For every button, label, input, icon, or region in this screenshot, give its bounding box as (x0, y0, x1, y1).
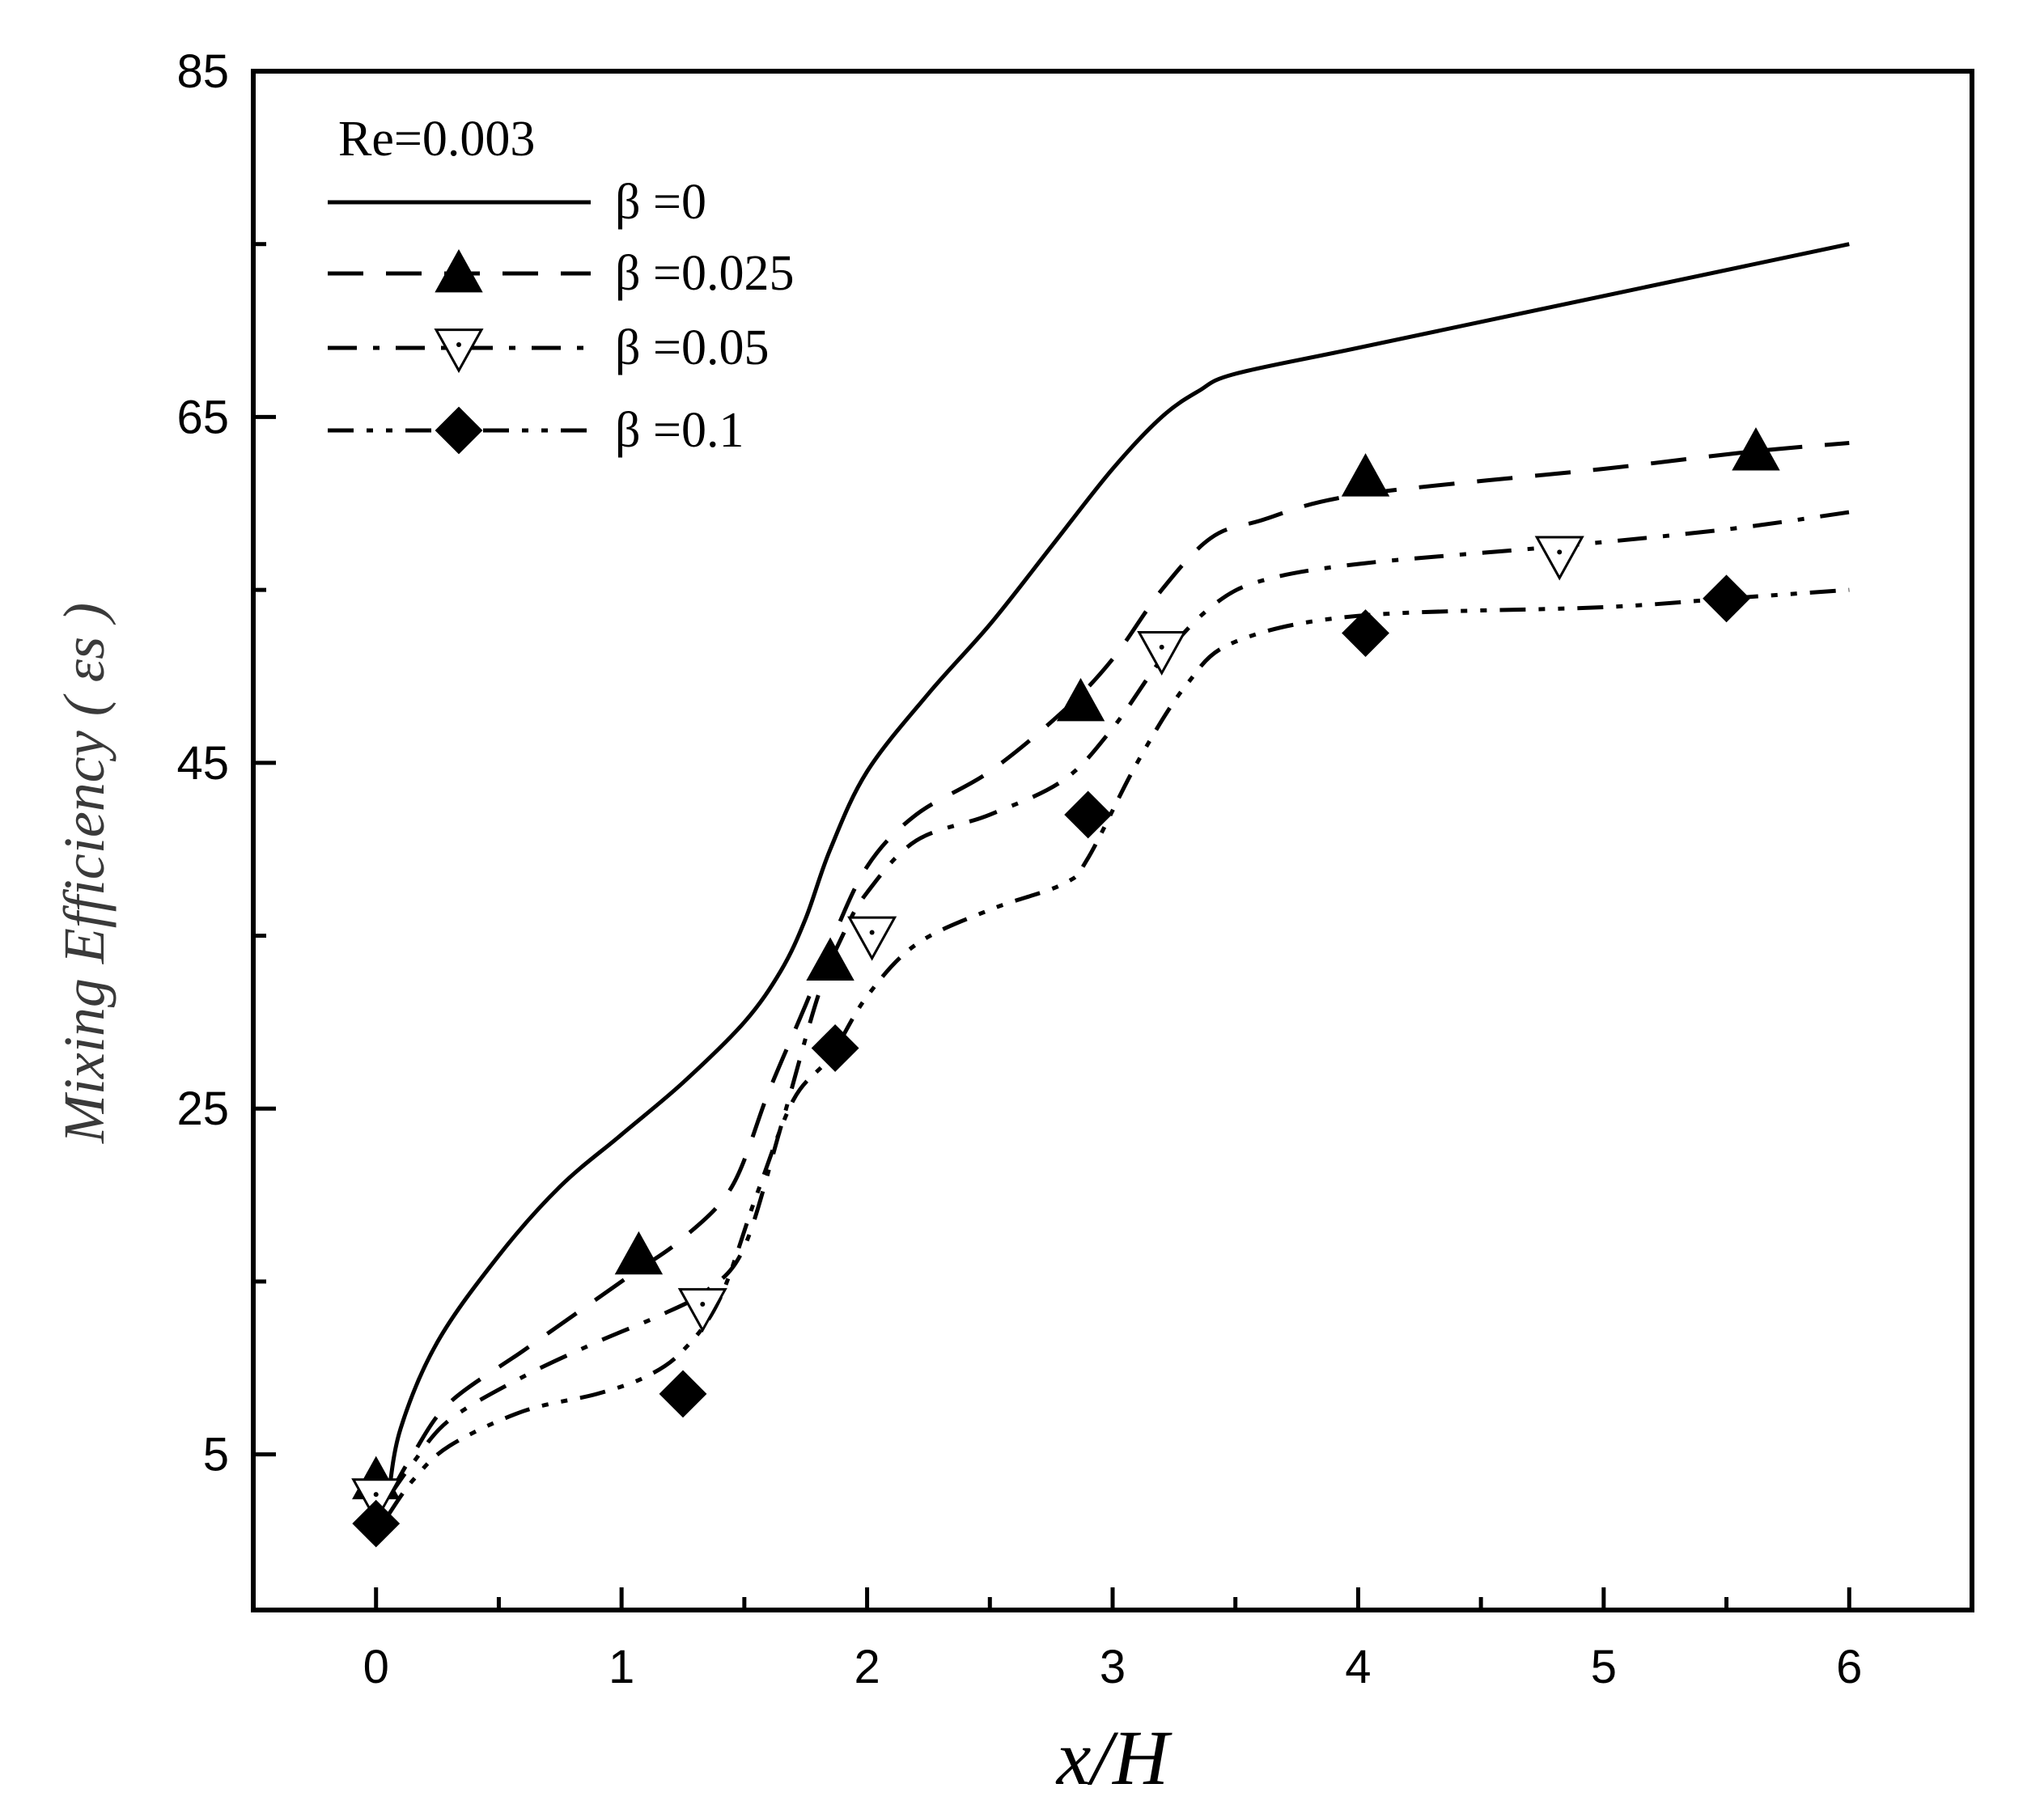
y-tick-label: 25 (176, 1083, 229, 1135)
legend-label-3: β =0.1 (615, 403, 744, 458)
series-2-marker-dot (1159, 644, 1164, 650)
series-2-marker (847, 916, 897, 961)
series-1-marker (1341, 453, 1390, 497)
legend-marker-2-dot (456, 342, 461, 347)
series-3-marker (1703, 574, 1750, 623)
y-tick-label: 65 (176, 391, 229, 443)
series-2-marker (677, 1288, 727, 1333)
x-tick-label: 0 (363, 1641, 389, 1693)
y-axis-title: Mixing Efficiency ( εs ) (52, 603, 117, 1144)
x-tick-label: 5 (1591, 1641, 1617, 1693)
x-tick-label: 2 (854, 1641, 880, 1693)
series-3-marker (352, 1499, 401, 1548)
legend-header: Re=0.003 (338, 112, 535, 167)
x-tick-label: 1 (609, 1641, 634, 1693)
series-1-marker (1056, 677, 1105, 722)
series-2-marker (1137, 631, 1187, 676)
series-2-marker-dot (1557, 549, 1563, 555)
series-2-marker-dot (700, 1302, 706, 1307)
series-line-3 (386, 587, 1850, 1516)
series-3-marker (659, 1370, 707, 1418)
series-2-marker-dot (373, 1492, 379, 1498)
series-3-marker (1064, 790, 1113, 839)
legend-marker-2 (434, 328, 484, 374)
series-3-marker (811, 1024, 859, 1072)
legend-label-1: β =0.025 (615, 246, 795, 301)
legend: Re=0.003 β =0 β =0.025 β =0.05 β =0.1 (328, 112, 795, 458)
series-1-marker (806, 937, 854, 981)
series-1-marker (614, 1231, 664, 1275)
x-axis-title: x/H (1055, 1714, 1173, 1801)
legend-marker-3 (435, 406, 483, 455)
legend-label-2: β =0.05 (615, 320, 770, 375)
series-1-marker (1732, 427, 1780, 471)
series-line-0 (386, 242, 1850, 1498)
y-tick-label: 45 (176, 737, 229, 790)
markers-layer (351, 427, 1780, 1548)
legend-marker-1 (435, 248, 483, 293)
series-2-marker (1534, 536, 1584, 581)
series-3-marker (1342, 609, 1389, 657)
y-tick-label: 5 (203, 1429, 229, 1481)
x-tick-label: 4 (1345, 1641, 1371, 1693)
x-tick-label: 6 (1836, 1641, 1862, 1693)
x-tick-label: 3 (1100, 1641, 1126, 1693)
y-tick-label: 85 (176, 45, 229, 98)
series-2-marker-dot (869, 930, 875, 935)
legend-label-0: β =0 (615, 175, 706, 230)
